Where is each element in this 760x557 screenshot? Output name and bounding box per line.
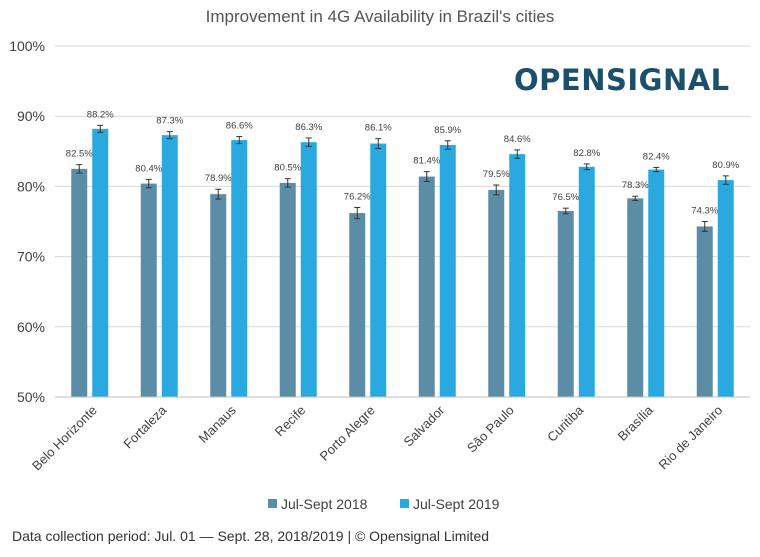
bar — [488, 189, 505, 397]
data-label: 85.9% — [434, 125, 461, 136]
data-label: 78.9% — [205, 173, 232, 184]
x-tick-label: São Paulo — [464, 403, 517, 456]
y-tick-label: 80% — [17, 178, 45, 194]
bar — [231, 140, 248, 397]
bar — [418, 176, 435, 397]
data-label: 76.2% — [344, 191, 371, 202]
legend-swatch — [400, 499, 409, 508]
bar — [648, 169, 665, 397]
bar-chart: 50% 60% 70% 80% 90% 100% 82.5% 88.2% Belo Horizo… — [9, 38, 750, 512]
chart-title: Improvement in 4G Availability in Brazil… — [205, 7, 555, 26]
bar — [210, 194, 227, 397]
legend-swatch — [268, 499, 277, 508]
x-tick-label: Brasília — [615, 402, 657, 444]
data-label: 86.1% — [365, 123, 392, 134]
data-label: 82.5% — [66, 149, 93, 160]
data-label: 79.5% — [483, 169, 510, 180]
bar — [279, 182, 296, 397]
bar — [557, 210, 574, 397]
bar — [578, 166, 595, 397]
logo-text: OPENSIGNAL — [514, 63, 730, 97]
bar — [161, 135, 178, 398]
data-label: 78.3% — [622, 180, 649, 191]
x-tick-label: Rio de Janeiro — [655, 403, 725, 473]
y-tick-label: 50% — [17, 389, 45, 405]
bar — [370, 143, 387, 397]
x-tick-label: Salvador — [400, 402, 447, 449]
y-tick-label: 90% — [17, 108, 45, 124]
bar — [71, 168, 88, 397]
data-label: 76.5% — [552, 192, 579, 203]
bar — [300, 142, 317, 397]
data-label: 80.4% — [135, 163, 162, 174]
data-label: 82.8% — [573, 148, 600, 159]
y-tick-label: 70% — [17, 249, 45, 265]
data-label: 80.9% — [712, 160, 739, 171]
data-label: 86.3% — [295, 122, 322, 133]
data-label: 82.4% — [643, 151, 670, 162]
legend-label: Jul-Sept 2019 — [413, 496, 500, 512]
legend-label: Jul-Sept 2018 — [281, 496, 368, 512]
x-tick-label: Recife — [272, 403, 309, 440]
bar — [349, 213, 366, 397]
data-label: 86.6% — [226, 121, 253, 132]
x-tick-label: Manaus — [196, 402, 240, 446]
bar — [509, 154, 526, 397]
data-label: 88.2% — [87, 109, 114, 120]
x-tick-label: Belo Horizonte — [29, 403, 100, 474]
opensignal-logo: OPENSIGNAL — [514, 60, 730, 100]
bar — [439, 144, 456, 397]
bar — [140, 183, 157, 397]
x-tick-label: Porto Alegre — [317, 403, 378, 464]
data-label: 84.6% — [504, 134, 531, 145]
footnote: Data collection period: Jul. 01 — Sept. … — [12, 528, 490, 544]
bar — [717, 180, 734, 397]
y-tick-label: 60% — [17, 319, 45, 335]
x-tick-label: Fortaleza — [120, 402, 169, 451]
data-label: 81.4% — [413, 156, 440, 167]
bar — [92, 128, 109, 397]
data-label: 87.3% — [156, 116, 183, 127]
bar — [696, 226, 713, 397]
bar — [627, 198, 644, 397]
y-tick-label: 100% — [9, 38, 45, 54]
data-label: 74.3% — [691, 206, 718, 217]
data-label: 80.5% — [274, 163, 301, 174]
x-tick-label: Curitiba — [544, 402, 587, 445]
